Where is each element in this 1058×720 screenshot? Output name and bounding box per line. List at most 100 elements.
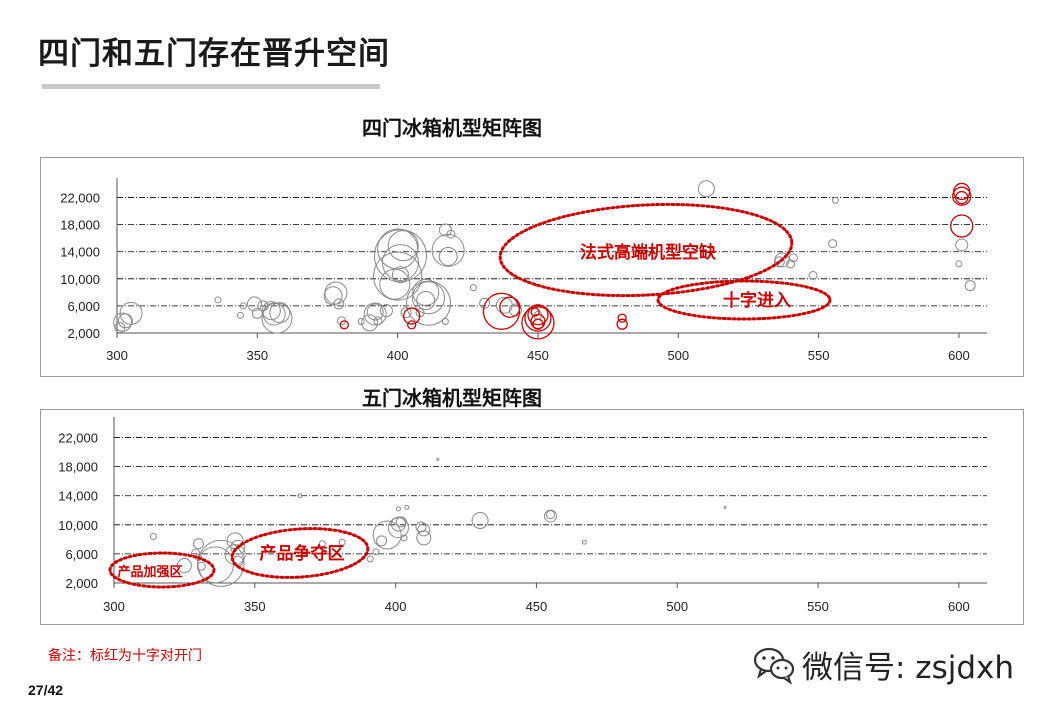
chart-1-frame	[40, 157, 1024, 377]
chart-2-title: 五门冰箱机型矩阵图	[362, 386, 542, 410]
x-tick-label: 450	[526, 599, 548, 614]
bubble	[381, 244, 419, 282]
bubble	[964, 280, 976, 292]
bubble-cross-door	[403, 307, 421, 325]
bubble	[192, 538, 204, 550]
chart-1-title: 四门冰箱机型矩阵图	[362, 116, 542, 140]
bubble	[438, 246, 458, 266]
bubble	[400, 307, 412, 319]
x-tick-label: 350	[246, 348, 268, 363]
y-tick-label: 10,000	[58, 518, 98, 533]
y-tick-label: 2,000	[65, 576, 98, 591]
title-underline	[42, 84, 380, 89]
bubble	[431, 233, 465, 267]
bubble	[544, 509, 557, 523]
bubble	[373, 229, 427, 283]
x-tick-label: 400	[387, 348, 409, 363]
bubble	[376, 535, 388, 547]
bubble	[436, 457, 440, 461]
bubble	[788, 253, 798, 263]
bubble	[395, 516, 407, 528]
bubble	[400, 534, 408, 542]
bubble-cross-door	[616, 318, 628, 330]
wechat-icon	[752, 644, 796, 685]
y-tick-label: 22,000	[58, 431, 98, 446]
bubble	[230, 539, 246, 555]
bubble	[117, 313, 133, 329]
bubble	[373, 316, 383, 326]
y-tick-label: 6,000	[65, 547, 98, 562]
x-tick-label: 600	[948, 348, 970, 363]
bubble	[372, 520, 402, 550]
four-door-bubble-chart: 2,000 6,000 10,000 14,000 18,000 22,000 300 350…	[60, 178, 987, 363]
footnote: 备注：标红为十字对开门	[48, 648, 202, 664]
x-tick-label: 500	[667, 348, 689, 363]
x-tick-label: 300	[103, 599, 125, 614]
bubble	[955, 260, 963, 268]
bubble-cross-door	[617, 313, 627, 323]
x-tick-label: 600	[948, 599, 970, 614]
bubble	[546, 510, 555, 520]
bubble	[113, 312, 133, 332]
annotation-ellipse	[498, 202, 794, 298]
bubble	[469, 284, 477, 292]
bubble-cross-door	[407, 320, 417, 330]
bubble	[373, 251, 423, 301]
bubble-cross-door	[950, 214, 974, 238]
bubble	[366, 303, 384, 321]
bubble	[239, 302, 247, 310]
bubble-cross-door	[521, 306, 555, 340]
bubble	[581, 539, 587, 545]
annotation-label: 法式高端机型空缺	[580, 242, 717, 263]
annotation-label: 产品争夺区	[260, 543, 345, 564]
bubble-cross-door	[530, 307, 540, 317]
bubble	[363, 302, 387, 326]
bubble	[214, 296, 222, 304]
bubble	[390, 516, 406, 532]
y-tick-label: 18,000	[58, 460, 98, 475]
bubble	[446, 229, 456, 239]
bubble	[318, 540, 326, 548]
bubble	[441, 317, 449, 325]
bubble	[416, 290, 436, 310]
bubble	[324, 281, 348, 305]
x-tick-label: 450	[527, 348, 549, 363]
bubble	[723, 505, 727, 509]
bubble	[417, 523, 431, 537]
annotation-ellipse	[108, 551, 216, 589]
bubble-cross-door	[952, 186, 972, 206]
bubble	[379, 304, 393, 318]
slide-title: 四门和五门存在晋升空间	[38, 36, 390, 72]
y-tick-label: 14,000	[58, 489, 98, 504]
bubble	[323, 286, 343, 306]
bubble	[412, 281, 446, 315]
bubble	[119, 301, 143, 325]
bubble	[149, 532, 157, 540]
bubble	[361, 314, 379, 332]
bubble	[197, 539, 245, 587]
x-tick-label: 400	[385, 599, 407, 614]
bubble	[176, 558, 192, 574]
x-tick-label: 550	[808, 348, 830, 363]
bubble	[786, 259, 796, 269]
bubble	[808, 270, 818, 280]
annotation-label: 十字进入	[723, 290, 791, 311]
bubble	[236, 311, 244, 319]
y-tick-label: 22,000	[60, 191, 100, 206]
x-tick-label: 300	[106, 348, 128, 363]
bubble-cross-door	[955, 190, 969, 205]
bubble	[955, 238, 969, 252]
bubble	[338, 538, 346, 546]
bubble	[269, 302, 291, 324]
bubble	[471, 511, 489, 529]
bubble	[395, 506, 401, 512]
bubble	[412, 278, 440, 306]
bubble-cross-door	[339, 320, 349, 330]
x-tick-label: 500	[666, 599, 688, 614]
y-tick-label: 18,000	[60, 218, 100, 233]
bubble	[831, 196, 839, 204]
bubble-cross-door	[499, 296, 521, 318]
watermark-text: 微信号: zsjdxh	[802, 649, 1015, 686]
bubble	[387, 230, 419, 262]
bubble	[773, 256, 785, 268]
